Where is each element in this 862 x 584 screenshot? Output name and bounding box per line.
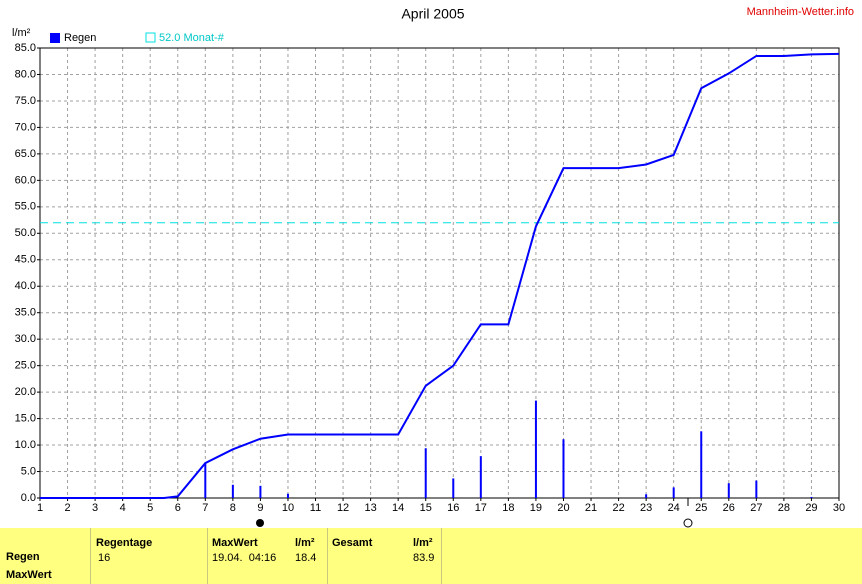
y-tick-label: 5.0	[21, 465, 36, 477]
cumulative-line	[40, 52, 840, 499]
bar	[231, 484, 234, 498]
x-tick-label: 28	[778, 502, 790, 514]
x-tick-label: 26	[723, 502, 735, 514]
y-tick-label: 70.0	[15, 121, 36, 133]
reference-label: 52.0 Monat-#	[159, 32, 225, 44]
x-tick-label: 11	[310, 502, 321, 514]
y-tick-label: 50.0	[15, 227, 36, 239]
cell: 16	[98, 552, 111, 564]
x-tick-label: 5	[147, 502, 153, 514]
separator	[207, 528, 208, 584]
bar	[452, 478, 455, 498]
x-tick-label: 14	[392, 502, 404, 514]
y-tick-label: 35.0	[15, 307, 36, 319]
bar	[204, 463, 207, 498]
moon-icon	[683, 518, 693, 528]
column-header: l/m²	[413, 537, 433, 549]
legend-swatch	[50, 33, 60, 43]
x-tick-label: 19	[530, 502, 542, 514]
x-tick-label: 15	[420, 502, 432, 514]
y-tick-label: 15.0	[15, 412, 36, 424]
moon-icon	[256, 519, 264, 527]
y-tick-label: 85.0	[15, 42, 36, 54]
bar	[479, 456, 482, 498]
column-header: Gesamt	[332, 537, 373, 549]
chart: April 2005 Mannheim-Wetter.info l/m² Reg…	[12, 6, 854, 528]
y-tick-label: 10.0	[15, 439, 36, 451]
y-tick-label: 75.0	[15, 95, 36, 107]
x-tick-label: 22	[612, 502, 624, 514]
x-tick-label: 21	[585, 502, 597, 514]
separator	[90, 528, 91, 584]
x-tick-label: 4	[120, 502, 126, 514]
cell: 19.04. 04:16	[212, 552, 277, 564]
cell: 83.9	[413, 552, 435, 564]
x-tick-label: 13	[364, 502, 376, 514]
separator	[441, 528, 442, 584]
y-tick-label: 65.0	[15, 148, 36, 160]
x-tick-label: 20	[557, 502, 569, 514]
legend-label: Regen	[64, 32, 96, 44]
x-tick-label: 2	[64, 502, 70, 514]
x-tick-label: 16	[447, 502, 459, 514]
x-tick-label: 7	[202, 502, 208, 514]
x-tick-label: 3	[92, 502, 98, 514]
y-tick-label: 45.0	[15, 254, 36, 266]
x-tick-label: 1	[37, 502, 43, 514]
x-tick-label: 23	[640, 502, 652, 514]
x-tick-label: 8	[230, 502, 236, 514]
bar	[755, 480, 758, 498]
x-tick-label: 10	[282, 502, 294, 514]
x-tick-label: 27	[750, 502, 762, 514]
separator	[327, 528, 328, 584]
y-tick-label: 20.0	[15, 386, 36, 398]
bar	[700, 431, 703, 498]
bar	[534, 400, 537, 498]
row-label: MaxWert	[6, 569, 52, 581]
x-tick-label: 30	[833, 502, 845, 514]
x-tick-label: 18	[502, 502, 514, 514]
summary-table: Regen MaxWert Regentage 16 MaxWert 19.04…	[0, 528, 862, 584]
y-tick-label: 0.0	[21, 492, 36, 504]
column-header: Regentage	[96, 537, 153, 549]
y-axis-label: l/m²	[12, 27, 31, 39]
bar	[562, 439, 565, 498]
plot-area	[40, 48, 839, 498]
x-tick-label: 6	[175, 502, 181, 514]
chart-title: April 2005	[401, 6, 464, 22]
x-tick-label: 25	[695, 502, 707, 514]
y-tick-label: 25.0	[15, 360, 36, 372]
column-header: l/m²	[295, 537, 315, 549]
source: Mannheim-Wetter.info	[747, 6, 854, 18]
x-tick-label: 24	[668, 502, 680, 514]
cell: 18.4	[295, 552, 317, 564]
column-header: MaxWert	[212, 537, 258, 549]
bar	[424, 448, 427, 498]
x-tick-label: 17	[475, 502, 487, 514]
y-tick-label: 40.0	[15, 280, 36, 292]
bar	[645, 494, 648, 498]
bar	[259, 485, 262, 498]
bar	[727, 483, 730, 498]
row-label: Regen	[6, 551, 40, 563]
x-tick-label: 12	[337, 502, 349, 514]
bar	[672, 487, 675, 498]
y-tick-label: 60.0	[15, 174, 36, 186]
x-tick-label: 29	[805, 502, 817, 514]
bar	[286, 493, 289, 498]
y-tick-label: 30.0	[15, 333, 36, 345]
y-tick-label: 80.0	[15, 68, 36, 80]
bar	[810, 496, 813, 498]
plot-frame	[39, 47, 840, 499]
x-tick-label: 9	[257, 502, 263, 514]
legend-swatch	[145, 32, 156, 43]
y-tick-label: 55.0	[15, 201, 36, 213]
